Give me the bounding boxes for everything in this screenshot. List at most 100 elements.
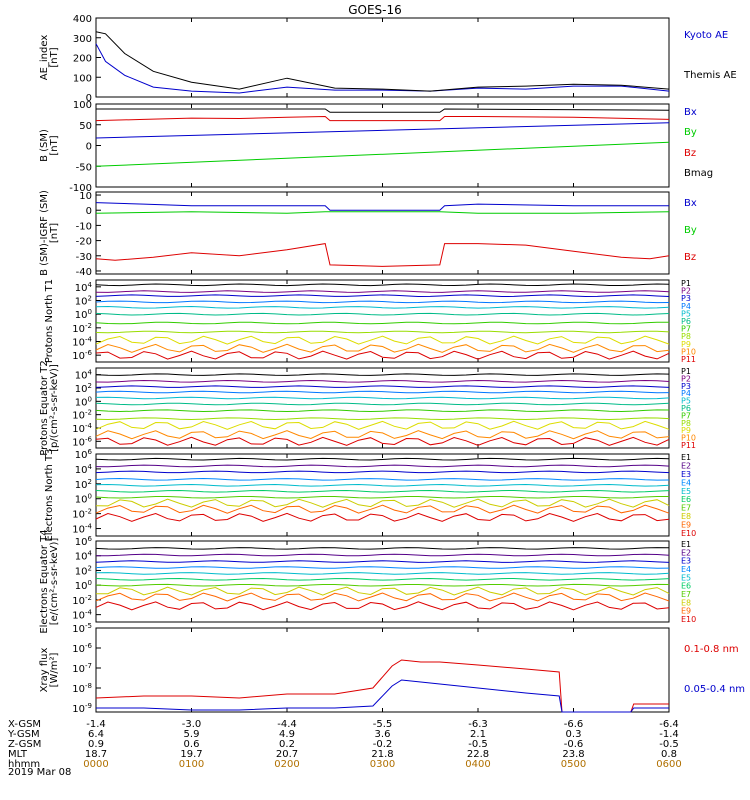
channel-label: P7 xyxy=(681,325,691,334)
y-tick-label: -30 xyxy=(76,252,92,263)
channel-label: E5 xyxy=(681,573,691,582)
channel-line-p9 xyxy=(95,335,670,345)
ephem-value: 0000 xyxy=(83,759,108,770)
y-tick-label: 10-6 xyxy=(72,642,92,655)
ephem-value: 0.2 xyxy=(279,739,295,750)
y-tick-label: 106 xyxy=(75,448,93,461)
channel-label: P5 xyxy=(681,397,691,406)
channel-line-e9 xyxy=(95,592,670,602)
y-axis-label: [nT] xyxy=(49,47,60,67)
series-line-0-05-0-4-nm xyxy=(96,679,669,713)
channel-line-e9 xyxy=(95,504,670,514)
channel-label: E4 xyxy=(681,565,691,574)
ephem-value: 0300 xyxy=(370,759,395,770)
ephem-value: -6.3 xyxy=(468,719,488,730)
channel-line-p5 xyxy=(95,396,670,400)
y-tick-label: 102 xyxy=(75,564,92,577)
channel-line-p9 xyxy=(95,420,670,430)
channel-line-e6 xyxy=(95,489,670,493)
legend-entry: 0.05-0.4 nm xyxy=(684,684,745,695)
y-tick-label: 104 xyxy=(75,463,93,476)
channel-label: E1 xyxy=(681,540,691,549)
ephem-value: 22.8 xyxy=(467,749,489,760)
y-axis-label: [nT] xyxy=(49,223,60,243)
ephem-value: -6.4 xyxy=(659,719,679,730)
y-tick-label: -40 xyxy=(76,267,92,278)
channel-line-e6 xyxy=(95,577,670,581)
channel-line-e4 xyxy=(95,477,670,481)
y-tick-label: 10-6 xyxy=(72,435,92,448)
y-axis-label: Protons Equator T2 xyxy=(39,360,50,456)
ephem-value: 0.6 xyxy=(184,739,200,750)
panel-xray: 10-5 10-6 10-7 10-8 10-9 Xray flux [W/m²] 0.1-0… xyxy=(39,622,745,715)
channel-label: E2 xyxy=(681,548,691,557)
channel-label: E3 xyxy=(681,470,691,479)
channel-line-e3 xyxy=(95,560,670,563)
channel-line-p1 xyxy=(95,373,670,376)
ephem-value: -0.5 xyxy=(468,739,488,750)
ephem-value: 4.9 xyxy=(279,729,295,740)
y-tick-label: 102 xyxy=(75,382,92,395)
channel-line-e10 xyxy=(95,601,670,611)
channel-line-e5 xyxy=(95,483,670,487)
y-tick-label: 100 xyxy=(75,579,92,592)
series-line-by xyxy=(95,141,670,167)
channel-label: E1 xyxy=(681,453,691,462)
ephem-value: -5.5 xyxy=(373,719,393,730)
channel-line-p7 xyxy=(95,321,669,325)
channel-label: P3 xyxy=(681,294,691,303)
y-tick-label: 102 xyxy=(75,478,92,491)
ephem-value: 2.1 xyxy=(470,729,486,740)
channel-label: P2 xyxy=(681,374,691,383)
channel-label: E6 xyxy=(681,495,691,504)
legend-entry: 0.1-0.8 nm xyxy=(684,644,739,655)
y-axis-label: [nT] xyxy=(49,135,60,155)
channel-label: P1 xyxy=(681,279,691,288)
ephem-row-label: MLT xyxy=(8,749,28,760)
channel-label: E8 xyxy=(681,598,691,607)
ephem-value: 19.7 xyxy=(180,749,202,760)
channel-line-p4 xyxy=(95,390,670,394)
channel-line-e4 xyxy=(95,566,670,569)
channel-line-p11 xyxy=(95,350,670,360)
channel-line-p11 xyxy=(95,436,670,446)
ephem-value: -0.2 xyxy=(373,739,393,750)
legend-entry: By xyxy=(684,225,697,236)
series-line-bmag xyxy=(96,108,670,113)
ephem-value: -3.0 xyxy=(182,719,202,730)
series-line-bz xyxy=(95,115,670,122)
y-axis-label: Electrons Equator T4 xyxy=(39,529,50,633)
y-tick-label: 10-4 xyxy=(72,422,92,435)
y-tick-label: 10-7 xyxy=(72,662,92,675)
chart-title: GOES-16 xyxy=(348,3,402,17)
panel-frame xyxy=(95,540,670,623)
channel-label: E10 xyxy=(681,615,696,624)
ephem-row-label: Z-GSM xyxy=(8,739,41,750)
y-tick-label: 104 xyxy=(75,281,93,294)
series-line-themis-ae xyxy=(95,31,670,92)
ephem-value: 5.9 xyxy=(184,729,200,740)
channel-label: P11 xyxy=(681,441,696,450)
channel-line-p8 xyxy=(95,417,670,421)
panel-electrons_t3: 106 104 102 100 10-2 10-4 Electrons North T3 E1… xyxy=(44,448,696,542)
ephem-value: 0400 xyxy=(465,759,490,770)
y-tick-label: 10-9 xyxy=(72,702,92,715)
ephem-value: 6.4 xyxy=(88,729,104,740)
y-tick-label: -100 xyxy=(69,183,92,194)
ephem-value: 0100 xyxy=(179,759,204,770)
panel-bsm: 100 50 0 -50 -100 B (SM) [nT] Bx By Bz Bmag xyxy=(39,100,713,194)
y-tick-label: 10-5 xyxy=(72,622,92,635)
y-tick-label: 0 xyxy=(86,206,92,217)
legend-entry: Themis AE xyxy=(683,70,737,81)
y-tick-label: 10-4 xyxy=(72,523,92,536)
ephem-value: 0600 xyxy=(656,759,681,770)
y-tick-label: 10-8 xyxy=(72,682,92,695)
channel-label: E3 xyxy=(681,557,691,566)
channel-label: P9 xyxy=(681,426,691,435)
channel-label: P3 xyxy=(681,382,691,391)
channel-label: E9 xyxy=(681,521,691,530)
channel-line-p3 xyxy=(95,385,670,388)
y-tick-label: 104 xyxy=(75,550,93,563)
ephem-value: 20.7 xyxy=(276,749,298,760)
